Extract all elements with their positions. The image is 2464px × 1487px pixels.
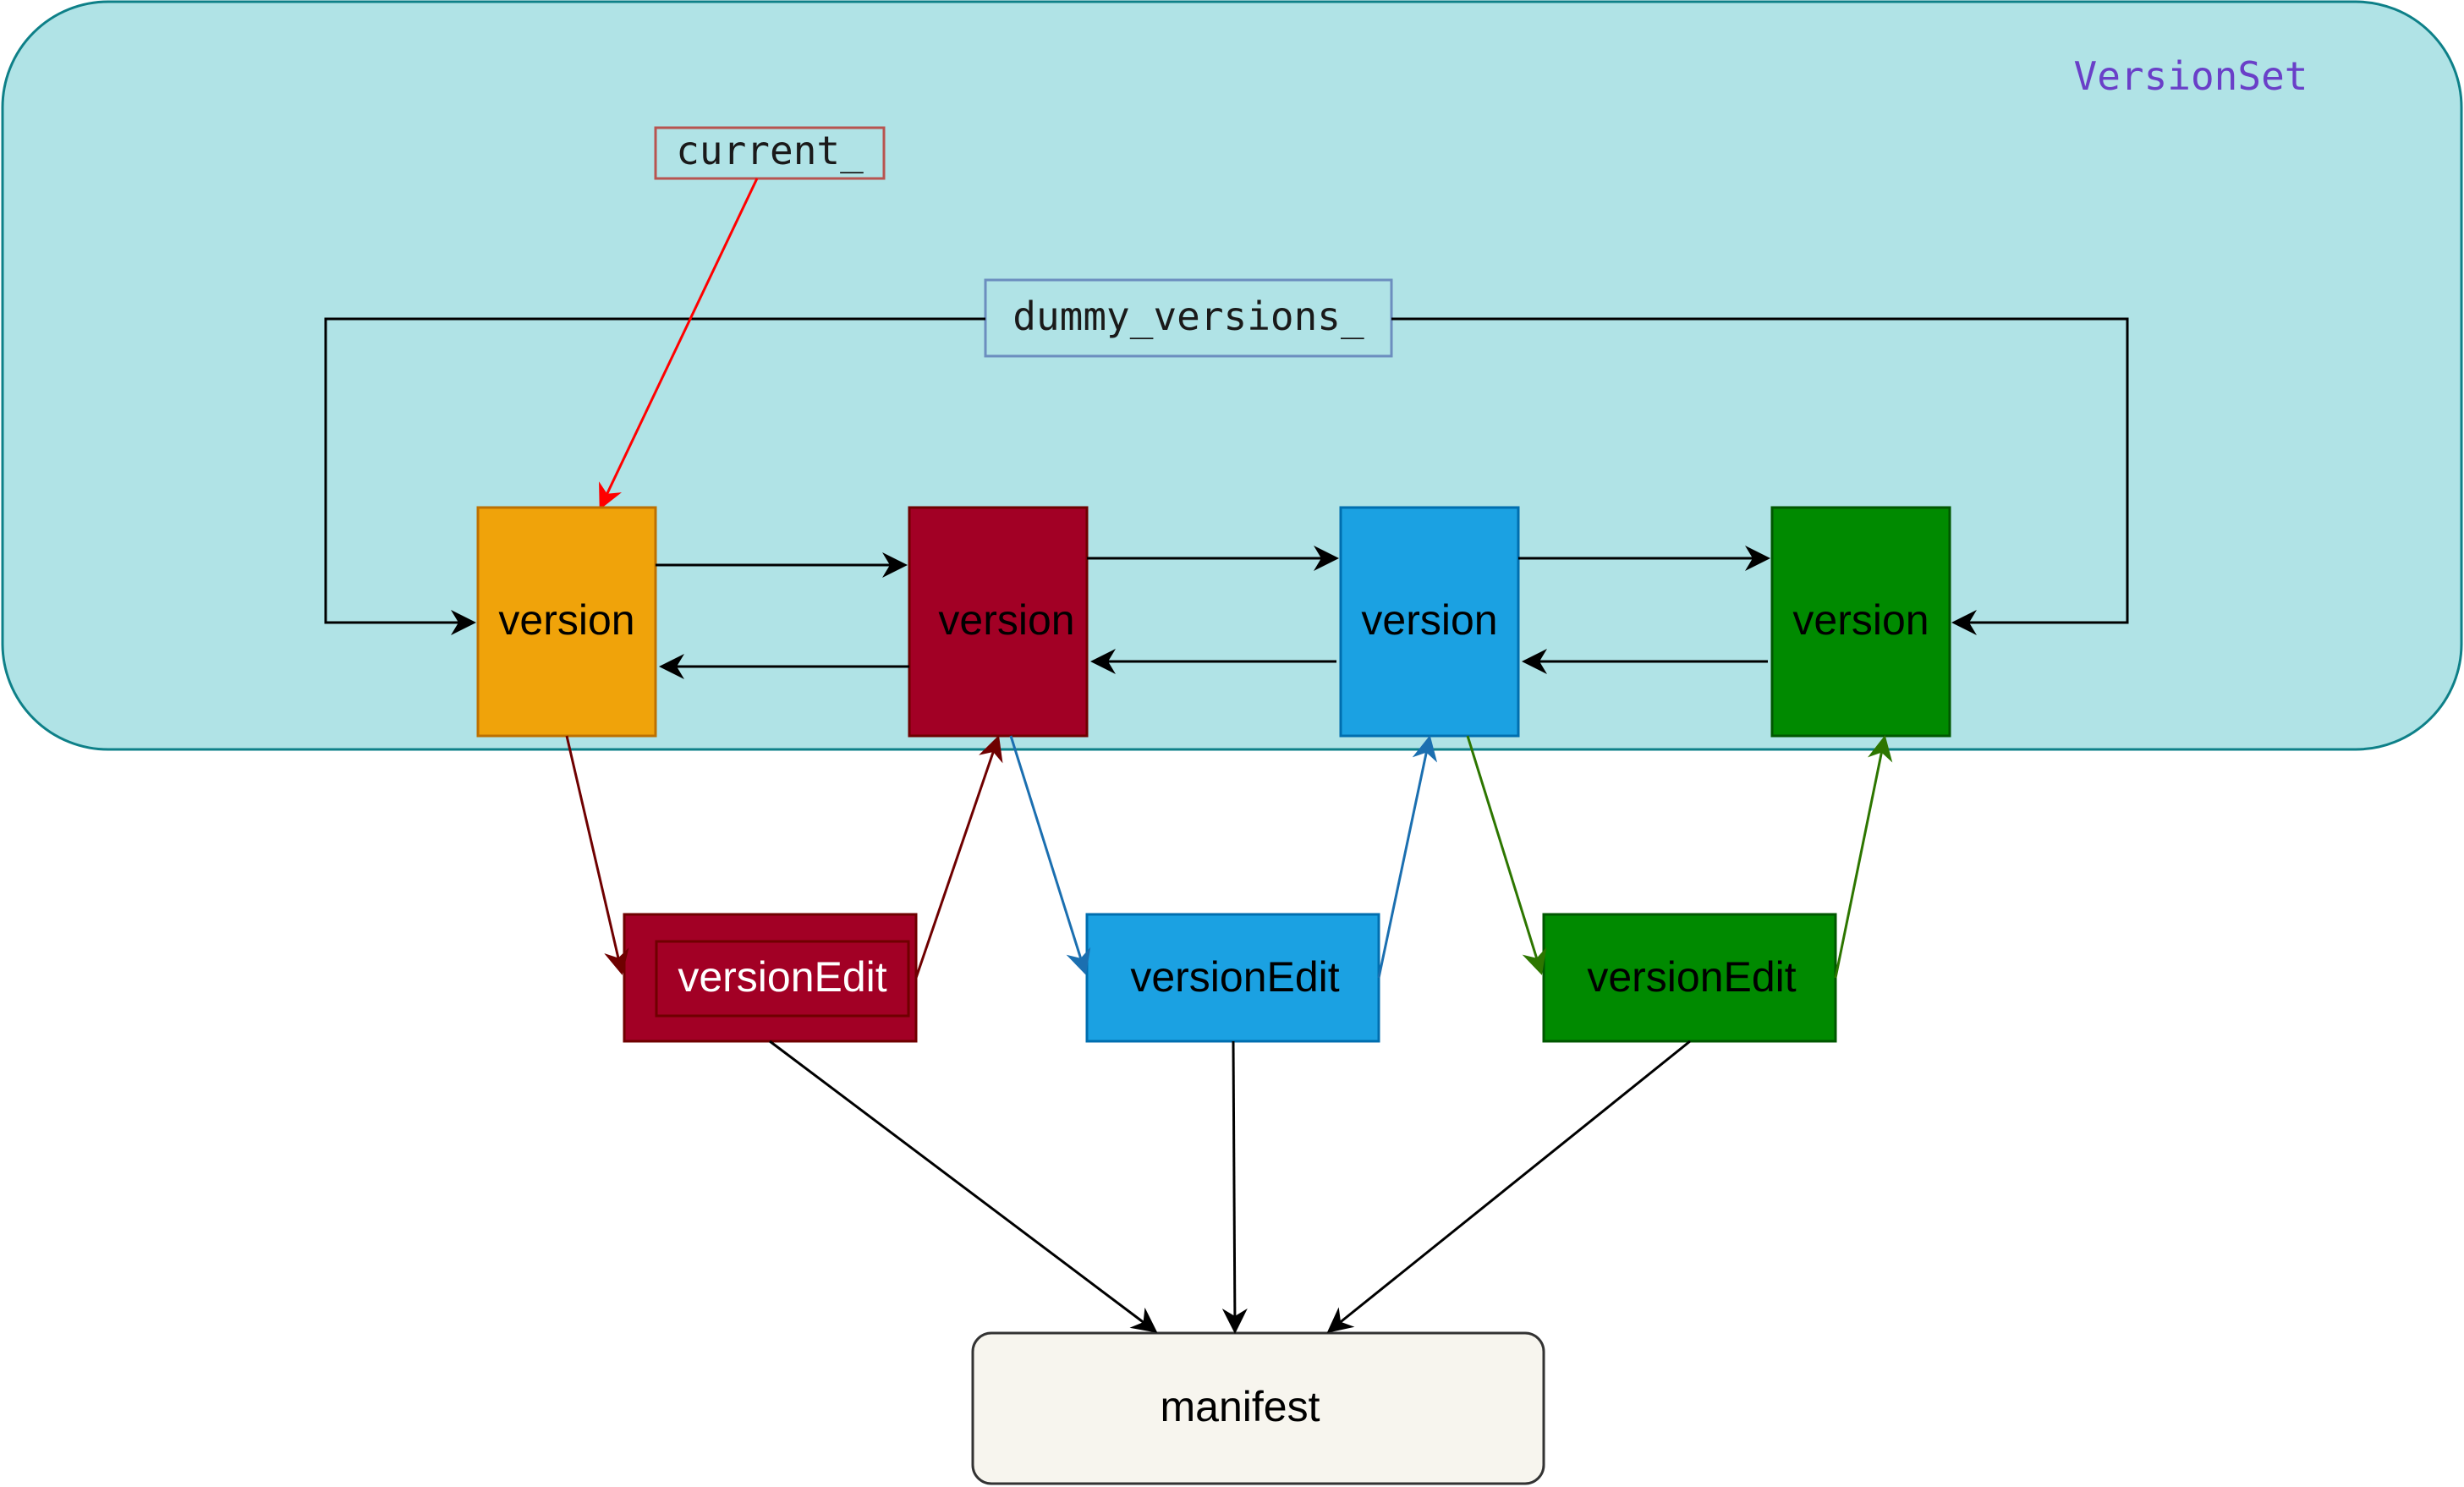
edit-to-manifest-2 <box>1221 1040 1248 1334</box>
version-node-1: version <box>476 506 657 738</box>
manifest-label: manifest <box>1161 1383 1320 1430</box>
edit-arrow-3-out <box>1834 735 1893 979</box>
current-pointer-label: current_ <box>676 128 864 173</box>
versionset-label: VersionSet <box>2074 53 2308 99</box>
edit-to-manifest-1 <box>769 1040 1158 1333</box>
dummy-versions-box <box>984 278 1393 358</box>
version-edit-node-1: versionEdit <box>623 913 918 1043</box>
current-pointer-arrow <box>599 178 759 510</box>
version-edit-node-2: versionEdit <box>1085 913 1380 1043</box>
edit-arrow-2-out <box>1377 735 1438 979</box>
current-pointer-box <box>654 126 886 180</box>
edit-to-manifest-3 <box>1326 1040 1691 1333</box>
version-node-4: version <box>1770 506 1951 738</box>
version-node-3: version <box>1339 506 1520 738</box>
edit-arrow-1-in <box>565 735 629 975</box>
version-node-2: version <box>908 506 1089 738</box>
manifest-node: manifest <box>971 1331 1545 1485</box>
version-label: version <box>498 596 634 644</box>
version-edit-label: versionEdit <box>1587 953 1796 1001</box>
version-label: version <box>1792 596 1929 644</box>
version-edit-label: versionEdit <box>678 953 886 1001</box>
version-edit-label: versionEdit <box>1130 953 1339 1001</box>
edit-arrow-1-out <box>914 735 1003 979</box>
version-label: version <box>1361 596 1497 644</box>
version-edit-node-3: versionEdit <box>1542 913 1837 1043</box>
dummy-to-first-version-line <box>324 317 985 635</box>
dummy-to-last-version-line <box>1391 317 2129 635</box>
edit-arrow-2-in <box>1009 735 1091 975</box>
version-label: version <box>938 596 1074 644</box>
edit-arrow-3-in <box>1466 735 1547 975</box>
dummy-versions-label: dummy_versions_ <box>1012 294 1364 339</box>
versionset-container <box>1 0 2463 751</box>
